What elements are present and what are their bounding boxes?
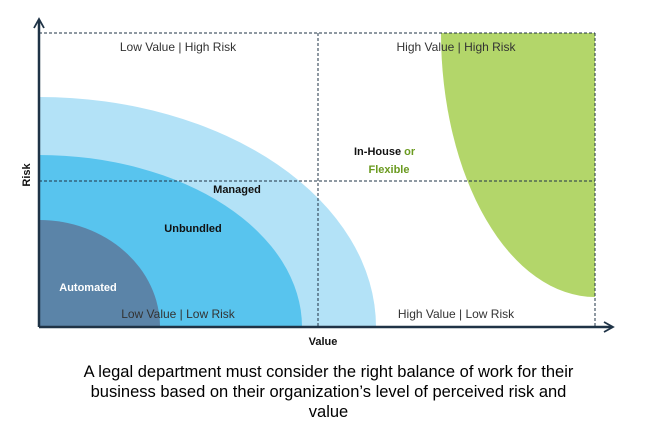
- caption-line-1: A legal department must consider the rig…: [83, 363, 574, 381]
- caption: A legal department must consider the rig…: [0, 362, 657, 422]
- automated-label: Automated: [59, 282, 116, 294]
- automated-region: [39, 220, 160, 327]
- flexible-label: Flexible: [369, 164, 410, 176]
- in-house-label: In-House or: [354, 146, 416, 158]
- caption-line-2: business based on their organization’s l…: [90, 383, 567, 401]
- y-axis-arrow-icon: [33, 17, 45, 29]
- x-axis-label: Value: [309, 336, 338, 348]
- unbundled-label: Unbundled: [164, 223, 221, 235]
- managed-label: Managed: [213, 184, 261, 196]
- quadrant-low-value-low-risk: Low Value | Low Risk: [121, 307, 236, 321]
- risk-value-diagram: Low Value | High Risk High Value | High …: [21, 17, 615, 348]
- y-axis-label: Risk: [21, 163, 33, 187]
- quadrant-high-value-high-risk: High Value | High Risk: [397, 40, 517, 54]
- x-axis-arrow-icon: [603, 321, 615, 333]
- caption-line-3: value: [308, 403, 349, 421]
- or-text: or: [404, 146, 416, 158]
- in-house-flexible-region: [441, 33, 595, 297]
- in-house-text: In-House: [354, 146, 401, 158]
- quadrant-high-value-low-risk: High Value | Low Risk: [398, 307, 515, 321]
- quadrant-low-value-high-risk: Low Value | High Risk: [120, 40, 237, 54]
